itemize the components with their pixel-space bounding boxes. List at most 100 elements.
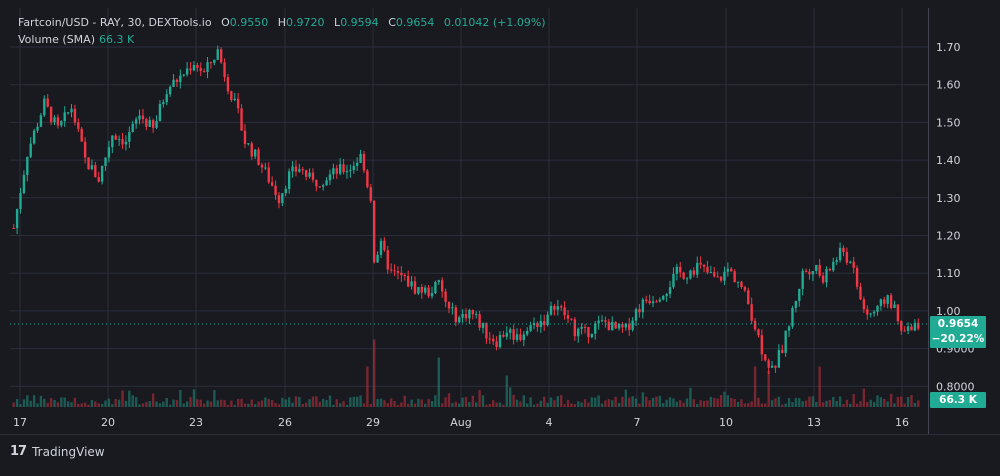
candle-body (706, 266, 709, 273)
candle-body (563, 307, 566, 316)
volume-bar (182, 403, 185, 407)
volume-bar (842, 404, 845, 407)
candle-body (515, 334, 519, 340)
candle-body (372, 200, 376, 263)
candle-body (526, 330, 529, 335)
candle-body (199, 68, 202, 72)
volume-bar (617, 402, 621, 407)
volume-bar (437, 357, 440, 407)
candle-body (236, 98, 240, 109)
candle-body (128, 131, 131, 142)
candle-body (104, 157, 107, 167)
candle-body (49, 106, 53, 123)
volume-bar (604, 400, 607, 407)
volume-bar (335, 399, 338, 407)
candle-body (43, 98, 46, 116)
candle-body (689, 270, 692, 279)
volume-bar (675, 401, 679, 407)
volume-bar (393, 401, 396, 407)
volume-bar (39, 395, 43, 407)
volume-bar (420, 399, 423, 407)
volume-bar (849, 403, 852, 407)
volume-bar (662, 403, 665, 407)
candle-body (781, 349, 784, 353)
volume-bar (845, 399, 849, 407)
volume-bar (893, 403, 896, 407)
candle-body (308, 172, 311, 177)
volume-bar (253, 404, 257, 407)
volume-bar (226, 404, 230, 407)
volume-bar (614, 396, 617, 407)
volume-bar (369, 403, 372, 407)
volume-bar (811, 396, 815, 407)
volume-bar (835, 401, 838, 407)
candle-body (274, 185, 277, 196)
candle-body (240, 108, 243, 131)
candle-body (662, 295, 665, 300)
x-tick-label: 29 (366, 416, 380, 429)
tradingview-name: TradingView (32, 444, 105, 459)
volume-bar (781, 404, 784, 407)
candle-body (359, 153, 362, 163)
candle-body (117, 139, 121, 141)
last-price-badge: 0.9654 −20.22% (930, 316, 986, 348)
candle-body (311, 172, 315, 180)
volume-bar (138, 404, 141, 407)
volume-bar (716, 398, 719, 407)
volume-bar (869, 399, 872, 407)
volume-bar (505, 375, 508, 407)
candle-body (845, 252, 849, 263)
volume-bar (230, 400, 233, 407)
candle-body (335, 168, 338, 174)
candle-body (485, 322, 488, 339)
candle-body (777, 349, 781, 368)
volume-bar (243, 403, 247, 407)
candle-body (573, 319, 577, 337)
candle-body (767, 360, 770, 368)
volume-bar (389, 398, 393, 407)
volume-bar (566, 399, 570, 407)
volume-bar (196, 399, 199, 407)
volume-bar (798, 398, 801, 407)
candle-body (80, 128, 83, 142)
tradingview-logo[interactable]: 17 TradingView (10, 444, 105, 459)
candle-body (672, 273, 675, 288)
volume-bar (444, 397, 447, 407)
candle-body (97, 177, 100, 182)
candle-body (114, 135, 117, 140)
candle-body (148, 120, 151, 127)
volume-bar (723, 391, 726, 407)
volume-bar (519, 401, 522, 407)
candle-body (702, 264, 706, 267)
candle-body (903, 330, 906, 332)
volume-bar (679, 400, 682, 407)
candle-body (502, 334, 505, 337)
volume-bar (19, 404, 22, 407)
candle-body (849, 261, 852, 263)
volume-bar (478, 390, 481, 407)
volume-bar (362, 403, 366, 407)
volume-bar (607, 399, 611, 407)
candle-body (818, 264, 821, 276)
candle-body (434, 282, 437, 294)
volume-bar (209, 401, 213, 407)
volume-bar (621, 396, 624, 407)
volume-bar (107, 398, 111, 407)
volume-bar (655, 396, 658, 407)
candle-body (917, 322, 920, 329)
volume-bar (291, 402, 294, 407)
candle-body (413, 281, 417, 294)
candle-body (332, 168, 335, 175)
candle-body (590, 333, 594, 338)
close-key: C (388, 16, 396, 29)
volume-bar (267, 398, 270, 407)
volume-bar (879, 397, 883, 407)
volume-bar (168, 404, 172, 407)
volume-bar (202, 403, 206, 407)
volume-bar (121, 390, 124, 407)
candle-body (12, 227, 15, 229)
candle-body (740, 281, 743, 288)
candle-body (124, 141, 128, 145)
